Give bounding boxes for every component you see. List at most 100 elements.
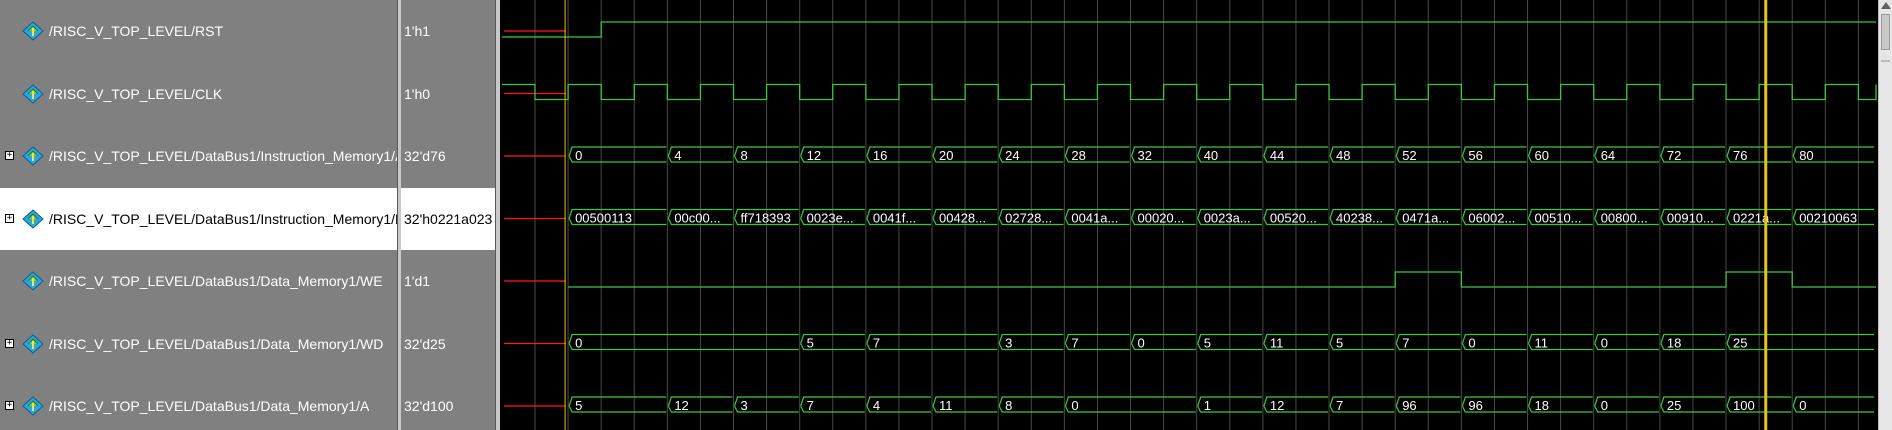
bus-value-label: 96 bbox=[1402, 398, 1416, 413]
bus-value-label: 96 bbox=[1468, 398, 1482, 413]
bus-value-label: 4 bbox=[674, 148, 681, 163]
expand-plus-icon[interactable]: + bbox=[5, 400, 14, 410]
bus-segment bbox=[866, 396, 932, 413]
bus-value-label: 0023a... bbox=[1204, 211, 1251, 226]
bus-value-label: 3 bbox=[741, 398, 748, 413]
bus-value-label: 44 bbox=[1270, 148, 1284, 163]
signal-row[interactable]: /RISC_V_TOP_LEVEL/CLK bbox=[0, 63, 397, 125]
bus-value-label: ff718393 bbox=[741, 211, 791, 226]
bus-segment bbox=[1660, 396, 1726, 413]
bus-value-label: 76 bbox=[1733, 148, 1747, 163]
bus-value-label: 7 bbox=[1336, 398, 1343, 413]
bus-segment bbox=[1461, 333, 1527, 351]
bus-segment bbox=[568, 146, 667, 163]
bus-segment bbox=[1329, 396, 1395, 413]
bus-segment bbox=[1660, 146, 1726, 163]
bus-segment bbox=[733, 146, 799, 163]
bus-segment bbox=[998, 396, 1064, 413]
signal-value: 1'h0 bbox=[404, 85, 431, 102]
bus-segment bbox=[1594, 333, 1659, 351]
bus-segment bbox=[932, 396, 998, 413]
bus-value-label: 0041f... bbox=[873, 211, 916, 226]
bus-segment bbox=[932, 146, 998, 163]
signal-row[interactable]: + /RISC_V_TOP_LEVEL/DataBus1/Data_Memory1… bbox=[0, 313, 397, 375]
bus-value-label: 4 bbox=[873, 398, 880, 413]
bus-value-label: 12 bbox=[674, 398, 688, 413]
bus-value-label: 7 bbox=[807, 398, 814, 413]
bus-value-label: 20 bbox=[939, 148, 953, 163]
bus-segment bbox=[800, 396, 865, 413]
signal-value: 32'd100 bbox=[404, 398, 454, 414]
bus-value-label: 5 bbox=[1204, 336, 1211, 351]
scroll-up-icon[interactable] bbox=[1881, 2, 1891, 9]
signal-row[interactable]: /RISC_V_TOP_LEVEL/RST bbox=[0, 0, 397, 62]
clock-trace bbox=[502, 83, 1877, 101]
bus-segment bbox=[1064, 146, 1130, 163]
bus-segment bbox=[800, 333, 865, 351]
bus-value-label: 18 bbox=[1667, 336, 1681, 351]
expand-plus-icon[interactable]: + bbox=[5, 212, 14, 223]
bus-segment bbox=[1792, 208, 1874, 226]
bus-segment bbox=[1594, 396, 1659, 413]
bus-value-label: 40 bbox=[1204, 148, 1218, 163]
bus-segment bbox=[1395, 396, 1461, 413]
signal-icon bbox=[22, 83, 44, 104]
expand-plus-icon[interactable]: + bbox=[5, 337, 14, 348]
bus-segment bbox=[998, 333, 1064, 351]
bus-segment bbox=[1130, 208, 1196, 226]
vertical-scrollbar[interactable] bbox=[1878, 0, 1892, 430]
bus-segment bbox=[568, 208, 667, 226]
bus-segment bbox=[1792, 146, 1874, 163]
waveform-pane[interactable]: 0 4 8 12 16 20 24 28 32 40 44 48 52 56 60 64 72 76 8000500… bbox=[500, 0, 1878, 430]
bus-value-label: 25 bbox=[1667, 398, 1681, 413]
scrollbar-track bbox=[1881, 60, 1890, 62]
bus-segment bbox=[1726, 146, 1792, 163]
bus-value-label: 0023e... bbox=[807, 211, 854, 226]
waveform-row: 00500113 00c00... ff718393 0023e... 0041f...… bbox=[504, 208, 1874, 226]
bus-segment bbox=[568, 396, 667, 413]
bus-segment bbox=[667, 146, 733, 163]
bus-value-label: 52 bbox=[1402, 148, 1416, 163]
signal-value: 32'd25 bbox=[404, 335, 446, 352]
signal-icon bbox=[22, 333, 44, 354]
bus-value-label: 12 bbox=[807, 148, 821, 163]
bus-segment bbox=[1197, 146, 1262, 163]
pane-splitter[interactable] bbox=[495, 0, 500, 430]
bus-segment bbox=[1130, 333, 1196, 351]
bus-segment bbox=[1395, 333, 1461, 351]
signal-value: 1'h1 bbox=[404, 23, 431, 39]
signal-icon bbox=[22, 146, 44, 166]
pane-splitter[interactable] bbox=[397, 0, 401, 430]
bus-value-label: 0041a... bbox=[1071, 211, 1118, 226]
bus-segment bbox=[1263, 333, 1329, 351]
signal-row[interactable]: + /RISC_V_TOP_LEVEL/DataBus1/Data_Memory1… bbox=[0, 375, 397, 430]
bus-segment bbox=[1263, 208, 1329, 226]
bus-value-label: 64 bbox=[1601, 148, 1615, 163]
bus-value-label: 80 bbox=[1799, 148, 1813, 163]
signal-row[interactable]: + /RISC_V_TOP_LEVEL/DataBus1/Instruction_… bbox=[0, 125, 397, 187]
signal-row[interactable]: + /RISC_V_TOP_LEVEL/DataBus1/Instruction_… bbox=[0, 187, 397, 250]
bus-segment bbox=[1527, 333, 1593, 351]
bus-segment bbox=[1064, 208, 1130, 226]
bus-segment bbox=[1197, 333, 1262, 351]
expand-plus-icon[interactable]: + bbox=[5, 150, 14, 160]
bus-value-label: 16 bbox=[873, 148, 887, 163]
bus-segment bbox=[1263, 396, 1329, 413]
bus-value-label: 7 bbox=[873, 336, 880, 351]
bus-segment bbox=[1792, 396, 1874, 413]
bus-value-label: 00210063 bbox=[1799, 211, 1857, 226]
signal-icon bbox=[22, 21, 44, 41]
bus-value-label: 00500113 bbox=[575, 211, 632, 226]
bus-segment bbox=[1130, 146, 1196, 163]
bus-segment bbox=[1726, 333, 1874, 351]
bus-value-label: 28 bbox=[1071, 148, 1085, 163]
bus-value-label: 00800... bbox=[1601, 211, 1648, 226]
bus-value-label: 56 bbox=[1468, 148, 1482, 163]
scrollbar-thumb[interactable] bbox=[1881, 14, 1890, 50]
bus-value-label: 0 bbox=[575, 336, 582, 351]
bus-segment bbox=[800, 146, 865, 163]
signal-row[interactable]: /RISC_V_TOP_LEVEL/DataBus1/Data_Memory1/… bbox=[0, 250, 397, 312]
bus-segment bbox=[1329, 333, 1395, 351]
bus-value-label: 00510... bbox=[1535, 211, 1582, 226]
waveform-row bbox=[504, 271, 1876, 288]
